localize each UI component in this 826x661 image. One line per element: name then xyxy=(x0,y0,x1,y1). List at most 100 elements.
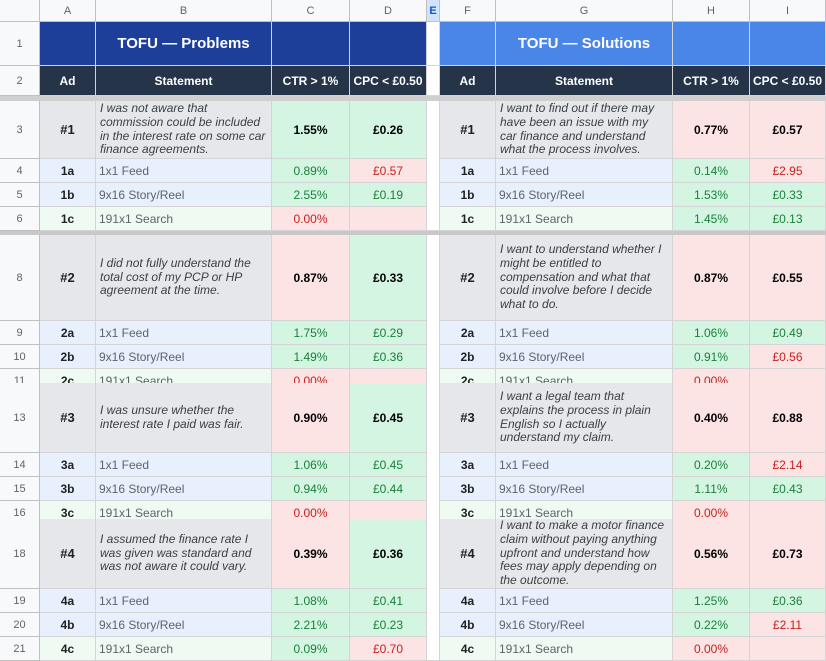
problems-sub-format[interactable]: 9x16 Story/Reel xyxy=(96,477,272,501)
problems-sub-cpc[interactable]: £0.44 xyxy=(350,477,427,501)
spacer-cell[interactable] xyxy=(427,101,440,231)
problems-sub-ad[interactable]: 1c xyxy=(40,207,96,231)
problems-title-blank[interactable] xyxy=(272,22,350,66)
solutions-sub-format[interactable]: 1x1 Feed xyxy=(496,453,673,477)
problems-sub-ad[interactable]: 1b xyxy=(40,183,96,207)
solutions-ad-number[interactable]: #4 xyxy=(440,519,496,589)
problems-ctr[interactable]: 0.87% xyxy=(272,235,350,321)
problems-statement[interactable]: I was not aware that commission could be… xyxy=(96,101,272,159)
problems-sub-format[interactable]: 1x1 Feed xyxy=(96,589,272,613)
problems-sub-ctr[interactable]: 0.89% xyxy=(272,159,350,183)
ad-header[interactable]: Ad xyxy=(40,66,96,96)
column-header-g[interactable]: G xyxy=(496,0,673,22)
solutions-sub-cpc[interactable]: £0.56 xyxy=(750,345,826,369)
row-header[interactable]: 9 xyxy=(0,321,40,345)
solutions-title[interactable]: TOFU — Solutions xyxy=(496,22,673,66)
problems-sub-format[interactable]: 9x16 Story/Reel xyxy=(96,183,272,207)
column-header-f[interactable]: F xyxy=(440,0,496,22)
row-header[interactable]: 10 xyxy=(0,345,40,369)
problems-sub-format[interactable]: 191x1 Search xyxy=(96,207,272,231)
solutions-sub-format[interactable]: 191x1 Search xyxy=(496,637,673,661)
solutions-sub-ctr[interactable]: 1.11% xyxy=(673,477,750,501)
row-header[interactable]: 13 xyxy=(0,383,40,453)
problems-sub-ad[interactable]: 4a xyxy=(40,589,96,613)
problems-sub-format[interactable]: 1x1 Feed xyxy=(96,453,272,477)
row-header[interactable]: 1 xyxy=(0,22,40,66)
problems-sub-cpc[interactable]: £0.41 xyxy=(350,589,427,613)
problems-sub-cpc[interactable] xyxy=(350,207,427,231)
solutions-ctr[interactable]: 0.77% xyxy=(673,101,750,159)
solutions-cpc[interactable]: £0.88 xyxy=(750,383,826,453)
problems-statement[interactable]: I was unsure whether the interest rate I… xyxy=(96,383,272,453)
solutions-sub-ctr[interactable]: 1.25% xyxy=(673,589,750,613)
solutions-sub-cpc[interactable]: £0.33 xyxy=(750,183,826,207)
spacer-cell[interactable] xyxy=(427,235,440,393)
solutions-title-blank[interactable] xyxy=(440,22,496,66)
problems-cpc[interactable]: £0.26 xyxy=(350,101,427,159)
solutions-cpc[interactable]: £0.57 xyxy=(750,101,826,159)
problems-cpc[interactable]: £0.36 xyxy=(350,519,427,589)
problems-sub-ad[interactable]: 3a xyxy=(40,453,96,477)
solutions-sub-ctr[interactable]: 0.91% xyxy=(673,345,750,369)
problems-sub-format[interactable]: 191x1 Search xyxy=(96,637,272,661)
column-header-e[interactable]: E xyxy=(427,0,440,22)
hidden-row-indicator[interactable] xyxy=(0,231,826,235)
solutions-sub-format[interactable]: 1x1 Feed xyxy=(496,589,673,613)
solutions-statement[interactable]: I want to understand whether I might be … xyxy=(496,235,673,321)
solutions-sub-format[interactable]: 1x1 Feed xyxy=(496,321,673,345)
solutions-title-blank[interactable] xyxy=(673,22,750,66)
solutions-sub-ctr[interactable]: 0.00% xyxy=(673,637,750,661)
problems-statement[interactable]: I assumed the finance rate I was given w… xyxy=(96,519,272,589)
column-header-c[interactable]: C xyxy=(272,0,350,22)
solutions-sub-ad[interactable]: 2a xyxy=(440,321,496,345)
solutions-sub-format[interactable]: 9x16 Story/Reel xyxy=(496,613,673,637)
column-header-b[interactable]: B xyxy=(96,0,272,22)
row-header[interactable]: 19 xyxy=(0,589,40,613)
solutions-sub-ctr[interactable]: 0.20% xyxy=(673,453,750,477)
statement-header[interactable]: Statement xyxy=(96,66,272,96)
solutions-sub-format[interactable]: 9x16 Story/Reel xyxy=(496,183,673,207)
problems-ctr[interactable]: 0.39% xyxy=(272,519,350,589)
problems-ad-number[interactable]: #4 xyxy=(40,519,96,589)
solutions-sub-ctr[interactable]: 1.06% xyxy=(673,321,750,345)
problems-sub-ad[interactable]: 4c xyxy=(40,637,96,661)
solutions-sub-cpc[interactable]: £2.14 xyxy=(750,453,826,477)
solutions-ad-number[interactable]: #1 xyxy=(440,101,496,159)
problems-sub-format[interactable]: 1x1 Feed xyxy=(96,159,272,183)
problems-sub-ctr[interactable]: 2.55% xyxy=(272,183,350,207)
solutions-statement[interactable]: I want to find out if there may have bee… xyxy=(496,101,673,159)
solutions-ad-number[interactable]: #2 xyxy=(440,235,496,321)
row-header[interactable]: 5 xyxy=(0,183,40,207)
problems-sub-ctr[interactable]: 0.94% xyxy=(272,477,350,501)
problems-ctr[interactable]: 1.55% xyxy=(272,101,350,159)
solutions-ctr[interactable]: 0.56% xyxy=(673,519,750,589)
problems-ad-number[interactable]: #2 xyxy=(40,235,96,321)
solutions-sub-ctr[interactable]: 0.22% xyxy=(673,613,750,637)
solutions-sub-format[interactable]: 9x16 Story/Reel xyxy=(496,477,673,501)
problems-sub-cpc[interactable]: £0.19 xyxy=(350,183,427,207)
row-header[interactable]: 2 xyxy=(0,66,40,96)
problems-sub-ad[interactable]: 2a xyxy=(40,321,96,345)
problems-title-blank[interactable] xyxy=(40,22,96,66)
solutions-sub-ctr[interactable]: 1.53% xyxy=(673,183,750,207)
spacer-cell[interactable] xyxy=(427,519,440,661)
problems-sub-ad[interactable]: 4b xyxy=(40,613,96,637)
problems-sub-ad[interactable]: 3b xyxy=(40,477,96,501)
column-header-d[interactable]: D xyxy=(350,0,427,22)
solutions-statement[interactable]: I want to make a motor finance claim wit… xyxy=(496,519,673,589)
problems-title[interactable]: TOFU — Problems xyxy=(96,22,272,66)
row-header[interactable]: 4 xyxy=(0,159,40,183)
problems-sub-ctr[interactable]: 0.00% xyxy=(272,207,350,231)
problems-sub-ctr[interactable]: 1.08% xyxy=(272,589,350,613)
problems-cpc[interactable]: £0.45 xyxy=(350,383,427,453)
problems-sub-format[interactable]: 9x16 Story/Reel xyxy=(96,613,272,637)
problems-ad-number[interactable]: #1 xyxy=(40,101,96,159)
row-header[interactable]: 15 xyxy=(0,477,40,501)
problems-sub-format[interactable]: 9x16 Story/Reel xyxy=(96,345,272,369)
spacer-cell[interactable] xyxy=(427,22,440,66)
row-header[interactable]: 14 xyxy=(0,453,40,477)
problems-sub-ctr[interactable]: 1.06% xyxy=(272,453,350,477)
cpc-header[interactable]: CPC < £0.50 xyxy=(350,66,427,96)
solutions-sub-cpc[interactable]: £0.43 xyxy=(750,477,826,501)
problems-sub-cpc[interactable]: £0.29 xyxy=(350,321,427,345)
